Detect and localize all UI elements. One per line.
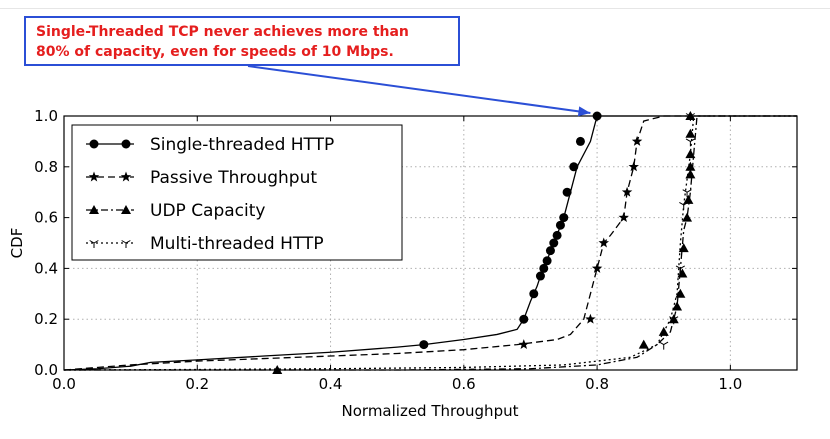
series-2-marker: [618, 212, 629, 223]
series-3-marker: [675, 288, 686, 298]
legend-marker-4: [89, 240, 99, 248]
y-tick-label: 0.0: [34, 361, 58, 379]
y-tick-label: 0.4: [34, 259, 58, 277]
series-3-marker: [682, 212, 693, 222]
series-1-marker: [555, 220, 565, 230]
legend-marker-3: [89, 205, 99, 214]
axis-ticks: 0.0 0.2 0.4 0.6 0.8 1.0 0.0 0.2 0.4 0.6 0.8 1.0: [34, 107, 797, 393]
plot-frame: [63, 115, 798, 371]
series-1-marker: [529, 289, 539, 299]
series-4-marker: [685, 138, 695, 147]
series-line-4: [63, 115, 797, 371]
legend-label-4: Multi-threaded HTTP: [150, 234, 324, 254]
annotation-arrow: [247, 65, 591, 117]
series-1-marker: [535, 271, 545, 281]
y-tick-label: 0.8: [34, 158, 58, 176]
series-1-marker: [549, 238, 559, 248]
series-4-marker: [675, 265, 685, 274]
series-3-marker: [685, 169, 696, 179]
series-1-marker: [419, 340, 429, 350]
series-3-marker: [672, 301, 683, 311]
series-1-marker: [559, 213, 569, 223]
y-axis-label: CDF: [8, 228, 26, 259]
arrow-shaft: [247, 65, 591, 114]
series-4-marker: [669, 316, 679, 325]
series-line-2: [63, 115, 797, 371]
series-3-marker: [685, 128, 696, 138]
y-tick-label: 0.2: [34, 310, 58, 328]
series-1-marker: [562, 187, 572, 197]
legend-marker-2: [120, 171, 132, 182]
legend-label-2: Passive Throughput: [150, 168, 317, 188]
series-1-marker: [545, 246, 555, 256]
series-4-marker: [659, 341, 669, 350]
series-1-marker: [552, 230, 562, 240]
legend-marker-4: [121, 240, 131, 248]
x-tick-label: 0.4: [319, 375, 343, 393]
x-axis-label: Normalized Throughput: [342, 402, 519, 420]
series-3-marker: [683, 194, 694, 204]
series-2-marker: [518, 339, 530, 350]
legend-label-1: Single-threaded HTTP: [150, 135, 334, 155]
series-4-marker: [679, 201, 689, 210]
legend-marker-3: [121, 205, 131, 214]
top-divider: [0, 8, 830, 9]
series-1-marker: [569, 162, 579, 172]
x-tick-label: 1.0: [718, 375, 742, 393]
x-tick-label: 0.8: [585, 375, 609, 393]
series-3-marker: [658, 326, 669, 336]
series-2-marker: [631, 135, 643, 146]
legend-label-3: UDP Capacity: [150, 201, 265, 221]
series-line-3: [64, 115, 797, 371]
annotation-text: Single-Threaded TCP never achieves more …: [36, 22, 452, 62]
arrow-head: [577, 106, 591, 117]
annotation-line-1: Single-Threaded TCP never achieves more …: [36, 24, 409, 40]
series-2-marker: [598, 237, 609, 248]
legend: Single-threaded HTTP Passive Throughput UD…: [71, 124, 403, 261]
series-3-marker: [678, 243, 689, 253]
series-3-marker: [677, 268, 688, 278]
legend-marker-1: [89, 139, 99, 149]
series-3-marker: [638, 339, 649, 349]
series-2-marker: [621, 186, 633, 197]
series-2-marker: [628, 161, 639, 172]
series-1-marker: [575, 136, 585, 146]
series-2-marker: [585, 313, 596, 324]
series-2-marker: [591, 262, 603, 273]
legend-marker-1: [121, 139, 131, 149]
x-tick-label: 0.2: [185, 375, 209, 393]
y-tick-label: 0.6: [34, 209, 58, 227]
legend-marker-2: [88, 171, 100, 182]
series-markers: [272, 111, 696, 374]
series-1-marker: [539, 263, 549, 273]
series-4-marker: [682, 189, 692, 198]
x-tick-label: 0.6: [452, 375, 476, 393]
annotation-callout: Single-Threaded TCP never achieves more …: [24, 16, 460, 66]
series-3-marker: [685, 161, 696, 171]
x-tick-label: 0.0: [52, 375, 76, 393]
series-1-marker: [519, 314, 529, 324]
annotation-line-2: 80% of capacity, even for speeds of 10 M…: [36, 44, 394, 60]
series-1-marker: [542, 256, 552, 266]
y-tick-label: 1.0: [34, 107, 58, 125]
series-3-marker: [685, 149, 696, 159]
